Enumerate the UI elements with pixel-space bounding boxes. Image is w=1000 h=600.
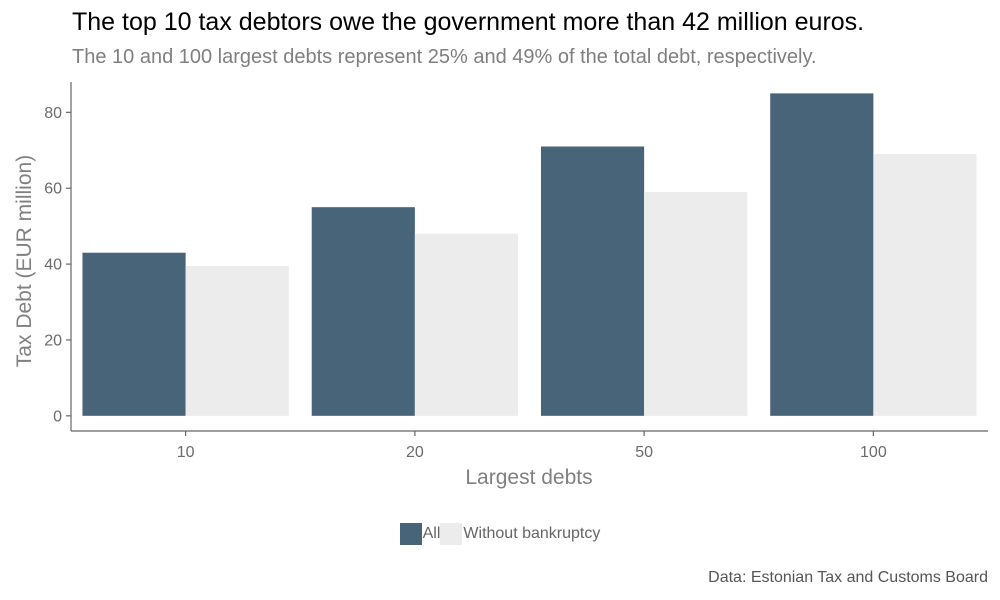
x-tick-label-100: 100 [860,444,887,461]
bar-all-20 [311,207,415,416]
y-axis-title: Tax Debt (EUR million) [13,155,36,367]
y-tick-label-20: 20 [44,332,62,349]
bar-all-10 [82,252,186,416]
legend-label-all: All [422,525,441,542]
chart-subtitle: The 10 and 100 largest debts represent 2… [72,46,817,68]
bar-without-bankruptcy-20 [414,233,519,416]
legend-item-all: All [399,523,441,545]
bar-all-100 [770,93,874,416]
bar-without-bankruptcy-100 [873,154,977,416]
y-tick-label-40: 40 [44,257,62,274]
bar-all-50 [540,146,645,416]
legend-label-without-bankruptcy: Without bankruptcy [463,525,601,542]
x-axis-ticks: 10 20 50 100 [177,431,887,461]
bar-without-bankruptcy-50 [644,192,748,416]
data-source-caption: Data: Estonian Tax and Customs Board [708,569,988,586]
x-axis-title: Largest debts [465,466,592,489]
y-tick-label-80: 80 [44,105,62,122]
x-tick-label-20: 20 [406,444,424,461]
legend-key-without-bankruptcy [440,523,463,545]
bar-without-bankruptcy-10 [185,265,289,416]
legend-key-all [399,523,422,545]
x-tick-label-10: 10 [177,444,195,461]
y-tick-label-60: 60 [44,181,62,198]
y-tick-label-0: 0 [53,408,62,425]
legend-item-without-bankruptcy: Without bankruptcy [440,523,600,545]
y-axis-ticks: 0 20 40 60 80 [44,105,71,425]
legend: All Without bankruptcy [0,523,1000,545]
x-tick-label-50: 50 [635,444,653,461]
bars-group [82,93,977,416]
chart-title: The top 10 tax debtors owe the governmen… [72,8,865,36]
